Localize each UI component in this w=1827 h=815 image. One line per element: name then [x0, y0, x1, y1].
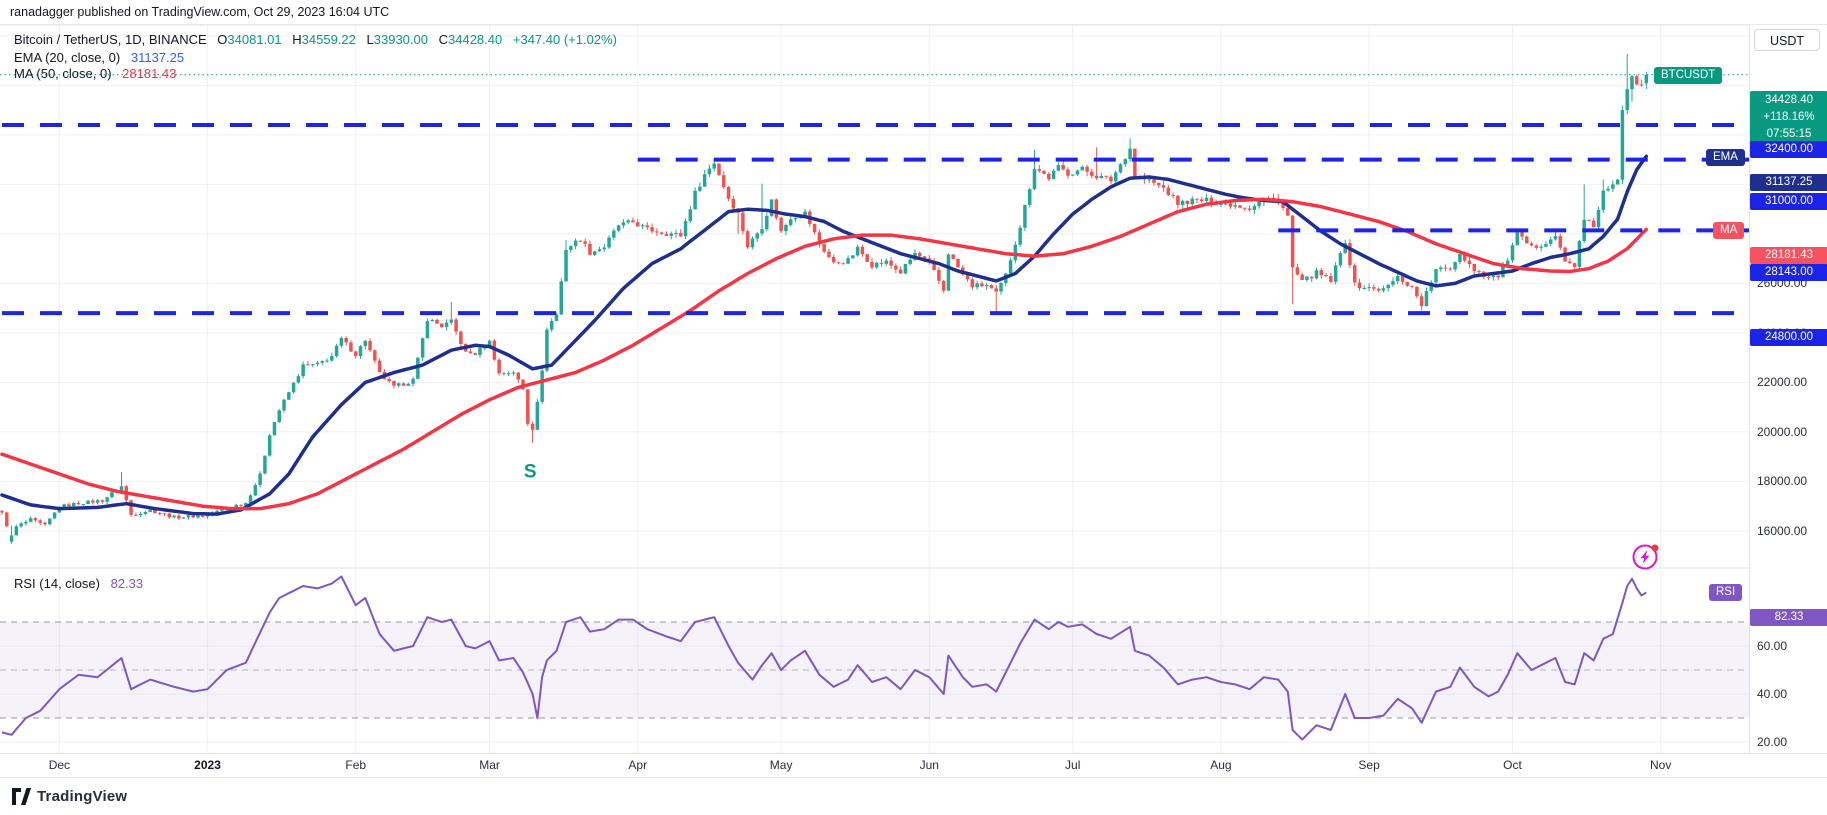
- price-axis[interactable]: 32000.0030000.0026000.0024000.0022000.00…: [1749, 25, 1827, 753]
- ohlc-high-value: 34559.22: [301, 32, 356, 47]
- ohlc-open-value: 34081.01: [227, 32, 282, 47]
- month-label-Nov: Nov: [1649, 758, 1672, 772]
- ma-tag: MA: [1713, 222, 1745, 239]
- rsi-tick-40: 40.00: [1757, 687, 1788, 701]
- rsi-tag: RSI: [1709, 584, 1743, 601]
- rsi-legend[interactable]: RSI (14, close) 82.33: [14, 576, 143, 591]
- ema-tag: EMA: [1706, 149, 1745, 166]
- price-tick-20000: 20000.00: [1757, 424, 1808, 439]
- symbol-legend[interactable]: Bitcoin / TetherUS, 1D, BINANCE O34081.0…: [14, 32, 617, 47]
- rsi-value: 82.33: [110, 576, 144, 591]
- month-label-Oct: Oct: [1503, 758, 1522, 772]
- level-box-31000: 31000.00: [1750, 193, 1827, 210]
- published-text: ranadagger published on TradingView.com,…: [10, 5, 390, 19]
- currency-toggle-button[interactable]: USDT: [1754, 29, 1820, 51]
- ohlc-low-value: 33930.00: [373, 32, 428, 47]
- month-label-Sep: Sep: [1358, 758, 1380, 772]
- level-box-28143: 28143.00: [1750, 264, 1827, 281]
- ma-value-box: 28181.43: [1750, 247, 1827, 264]
- last-price-block: 34428.40 +118.16% 07:55:15: [1750, 91, 1827, 144]
- ma-legend[interactable]: MA (50, close, 0) 28181.43: [14, 66, 176, 81]
- rsi-tick-20: 20.00: [1757, 735, 1788, 749]
- month-label-Aug: Aug: [1210, 758, 1232, 772]
- ohlc-open-label: O: [217, 32, 228, 47]
- rsi-tick-60: 60.00: [1757, 639, 1788, 653]
- symbol-title: Bitcoin / TetherUS, 1D, BINANCE: [14, 32, 207, 47]
- tradingview-logo-text: TradingView: [37, 787, 128, 805]
- symbol-price-tag: BTCUSDT: [1654, 67, 1723, 84]
- tradingview-logo-icon: [12, 787, 31, 805]
- flash-icon[interactable]: [1632, 544, 1659, 570]
- ohlc-close-label: C: [438, 32, 449, 47]
- ma-value: 28181.43: [122, 66, 177, 81]
- last-price-value: 34428.40: [1765, 94, 1813, 106]
- price-tick-16000: 16000.00: [1757, 523, 1808, 538]
- month-label-Dec: Dec: [48, 758, 71, 772]
- month-label-2023: 2023: [194, 758, 221, 772]
- price-tick-22000: 22000.00: [1757, 375, 1808, 390]
- rsi-label: RSI (14, close): [14, 576, 100, 591]
- ohlc-high-label: H: [292, 32, 302, 47]
- last-price-change-pct: +118.16%: [1763, 111, 1815, 123]
- month-label-Mar: Mar: [479, 758, 500, 772]
- bar-countdown: 07:55:15: [1766, 128, 1812, 140]
- ma-label: MA (50, close, 0): [14, 66, 112, 81]
- month-label-Jun: Jun: [919, 758, 939, 772]
- month-label-Feb: Feb: [345, 758, 367, 772]
- level-box-32400: 32400.00: [1750, 141, 1827, 158]
- rsi-value-box: 82.33: [1750, 609, 1827, 626]
- ema-label: EMA (20, close, 0): [14, 50, 121, 65]
- month-label-Jul: Jul: [1065, 758, 1081, 772]
- ema-legend[interactable]: EMA (20, close, 0) 31137.25: [14, 50, 184, 65]
- change-text: +347.40 (+1.02%): [512, 32, 617, 47]
- tradingview-logo[interactable]: TradingView: [12, 784, 127, 808]
- s-marker: S: [524, 462, 537, 483]
- month-label-Apr: Apr: [628, 758, 648, 772]
- price-tick-18000: 18000.00: [1757, 474, 1808, 489]
- ohlc-close-value: 34428.40: [448, 32, 503, 47]
- level-box-24800: 24800.00: [1750, 329, 1827, 346]
- ema-value-box: 31137.25: [1750, 174, 1827, 191]
- month-label-May: May: [769, 758, 793, 772]
- time-axis[interactable]: Dec 2023 Feb Mar Apr May Jun Jul Aug Sep Oct Nov: [0, 753, 1827, 778]
- ema-value: 31137.25: [130, 50, 185, 65]
- ohlc-low-label: L: [366, 32, 374, 47]
